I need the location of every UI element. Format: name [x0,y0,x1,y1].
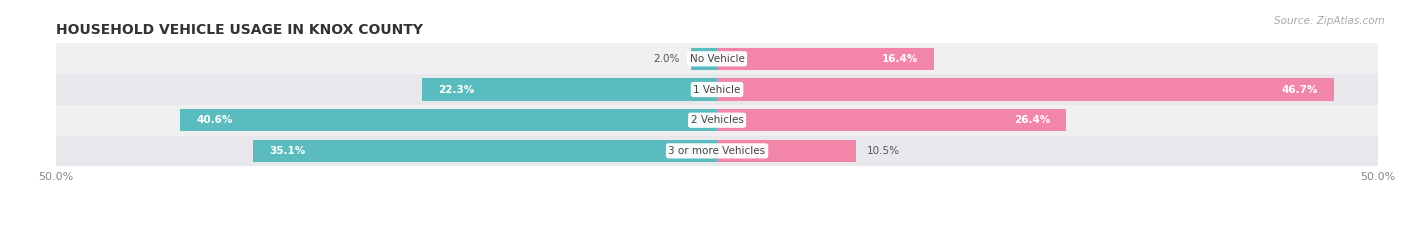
Text: 26.4%: 26.4% [1014,115,1050,125]
Text: 10.5%: 10.5% [866,146,900,156]
Text: 1 Vehicle: 1 Vehicle [693,85,741,95]
Bar [253,140,717,162]
Bar [56,105,1378,136]
Bar [180,109,717,131]
Bar [56,74,1378,105]
Text: 22.3%: 22.3% [439,85,474,95]
Text: 46.7%: 46.7% [1282,85,1319,95]
Text: No Vehicle: No Vehicle [689,54,745,64]
Bar [717,140,856,162]
Text: 40.6%: 40.6% [197,115,233,125]
Bar [56,136,1378,166]
Bar [717,48,934,70]
Text: HOUSEHOLD VEHICLE USAGE IN KNOX COUNTY: HOUSEHOLD VEHICLE USAGE IN KNOX COUNTY [56,23,423,37]
Bar [717,109,1066,131]
Bar [690,48,717,70]
Bar [56,44,1378,74]
Text: Source: ZipAtlas.com: Source: ZipAtlas.com [1274,16,1385,26]
Text: 2.0%: 2.0% [654,54,681,64]
Text: 35.1%: 35.1% [269,146,305,156]
Text: 3 or more Vehicles: 3 or more Vehicles [668,146,766,156]
Bar [717,79,1334,101]
Text: 16.4%: 16.4% [882,54,918,64]
Bar [422,79,717,101]
Text: 2 Vehicles: 2 Vehicles [690,115,744,125]
